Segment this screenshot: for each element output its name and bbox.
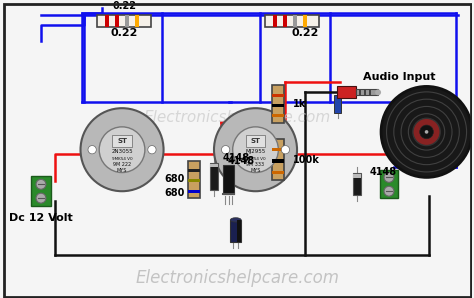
Bar <box>273 104 284 107</box>
Ellipse shape <box>230 218 241 222</box>
Bar <box>356 89 378 95</box>
Bar <box>265 15 319 27</box>
Text: Electronicshelpcare.com: Electronicshelpcare.com <box>136 269 340 287</box>
Text: 100k: 100k <box>293 155 320 164</box>
Text: 0.22: 0.22 <box>110 28 138 38</box>
Circle shape <box>88 145 96 154</box>
Bar <box>273 139 284 180</box>
Circle shape <box>81 108 164 191</box>
Text: Electronicshelpcare.com: Electronicshelpcare.com <box>144 110 331 125</box>
Circle shape <box>36 193 46 203</box>
Bar <box>105 15 109 27</box>
Text: 680: 680 <box>164 174 184 184</box>
Bar <box>135 15 139 27</box>
Text: 2N3055: 2N3055 <box>111 149 133 154</box>
Circle shape <box>233 127 278 173</box>
Circle shape <box>384 173 394 182</box>
Bar <box>273 148 284 151</box>
Circle shape <box>214 108 297 191</box>
Text: Dc 12 Volt: Dc 12 Volt <box>9 213 73 223</box>
Bar <box>246 135 265 147</box>
Bar <box>369 89 371 96</box>
Bar <box>112 135 132 147</box>
Bar <box>303 15 307 27</box>
Bar <box>230 220 241 242</box>
Bar <box>115 15 119 27</box>
Bar <box>337 86 356 98</box>
Bar <box>273 86 284 123</box>
Text: ST: ST <box>117 138 127 144</box>
Bar <box>223 164 234 194</box>
Bar <box>31 176 51 206</box>
Text: MYS: MYS <box>250 168 261 173</box>
Bar <box>273 171 284 174</box>
Circle shape <box>375 89 381 95</box>
Circle shape <box>413 118 440 145</box>
Bar <box>380 170 398 198</box>
Bar <box>188 161 200 198</box>
Bar <box>273 159 284 163</box>
Text: ST: ST <box>251 138 261 144</box>
Bar <box>273 15 277 27</box>
Bar <box>210 162 219 190</box>
Text: 9M 333: 9M 333 <box>246 162 264 167</box>
Text: 0.22: 0.22 <box>112 1 136 11</box>
Bar <box>97 15 151 27</box>
Bar <box>334 95 341 113</box>
Text: Audio Input: Audio Input <box>363 72 435 83</box>
Text: MYS: MYS <box>117 168 127 173</box>
Bar <box>188 169 200 172</box>
Circle shape <box>36 179 46 189</box>
Text: 4148: 4148 <box>228 156 255 166</box>
Bar <box>210 164 219 167</box>
Text: 9M 222: 9M 222 <box>113 162 131 167</box>
Circle shape <box>381 86 472 177</box>
Text: 4148: 4148 <box>222 153 249 163</box>
Circle shape <box>384 186 394 196</box>
Bar <box>188 190 200 193</box>
Text: 4148: 4148 <box>369 167 396 177</box>
Circle shape <box>221 145 230 154</box>
Bar <box>188 179 200 182</box>
Text: 9MK54 V0: 9MK54 V0 <box>245 157 266 161</box>
Bar <box>354 173 361 195</box>
Bar <box>354 174 361 179</box>
Bar <box>237 220 241 242</box>
Bar <box>293 15 297 27</box>
Bar <box>364 89 366 96</box>
Text: 0.22: 0.22 <box>291 28 319 38</box>
Text: 9MK54 V0: 9MK54 V0 <box>112 157 132 161</box>
Text: 1k: 1k <box>293 99 307 109</box>
Bar <box>273 94 284 97</box>
Circle shape <box>99 127 145 173</box>
Bar <box>283 15 287 27</box>
Text: MJ2955: MJ2955 <box>246 149 265 154</box>
Circle shape <box>281 145 290 154</box>
Text: 680: 680 <box>164 188 184 198</box>
Ellipse shape <box>236 132 259 151</box>
Circle shape <box>425 130 428 134</box>
Bar <box>125 15 129 27</box>
Circle shape <box>419 125 433 139</box>
Bar <box>273 114 284 117</box>
Circle shape <box>148 145 156 154</box>
Ellipse shape <box>102 132 125 151</box>
Bar <box>359 89 361 96</box>
